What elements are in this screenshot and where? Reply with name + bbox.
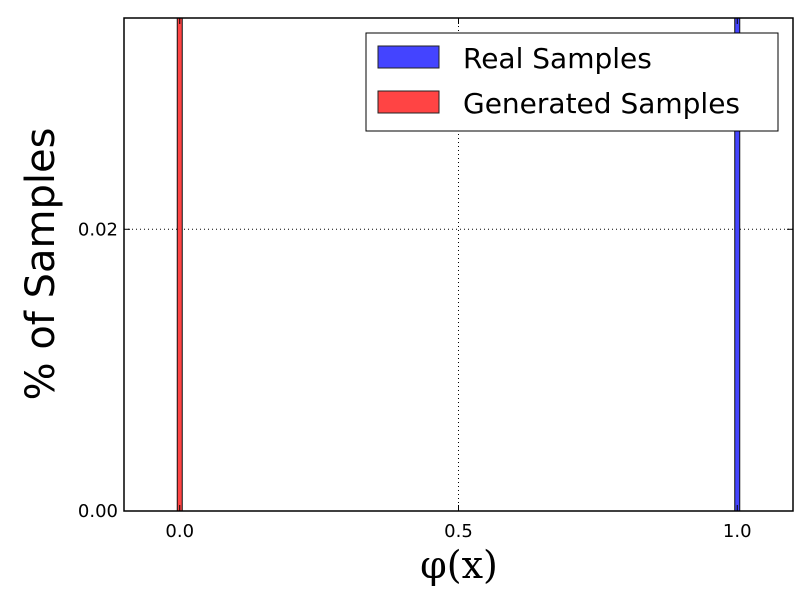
x-axis-label: φ(x) <box>420 543 498 587</box>
x-tick-label: 1.0 <box>723 521 752 542</box>
legend-label-real: Real Samples <box>463 42 652 75</box>
y-axis-label: % of Samples <box>18 128 64 401</box>
legend-label-generated: Generated Samples <box>463 87 740 120</box>
legend-swatch-generated <box>377 90 440 114</box>
bar <box>176 17 183 512</box>
x-tick-label: 0.5 <box>444 521 473 542</box>
legend: Real Samples Generated Samples <box>365 32 779 132</box>
y-ticks: 0.00 0.02 <box>78 219 793 522</box>
y-tick-label: 0.00 <box>78 501 118 522</box>
x-ticks: 0.0 0.5 1.0 <box>165 18 752 542</box>
y-tick-label: 0.02 <box>78 219 118 240</box>
x-tick-label: 0.0 <box>165 521 194 542</box>
legend-swatch-real <box>377 45 440 69</box>
